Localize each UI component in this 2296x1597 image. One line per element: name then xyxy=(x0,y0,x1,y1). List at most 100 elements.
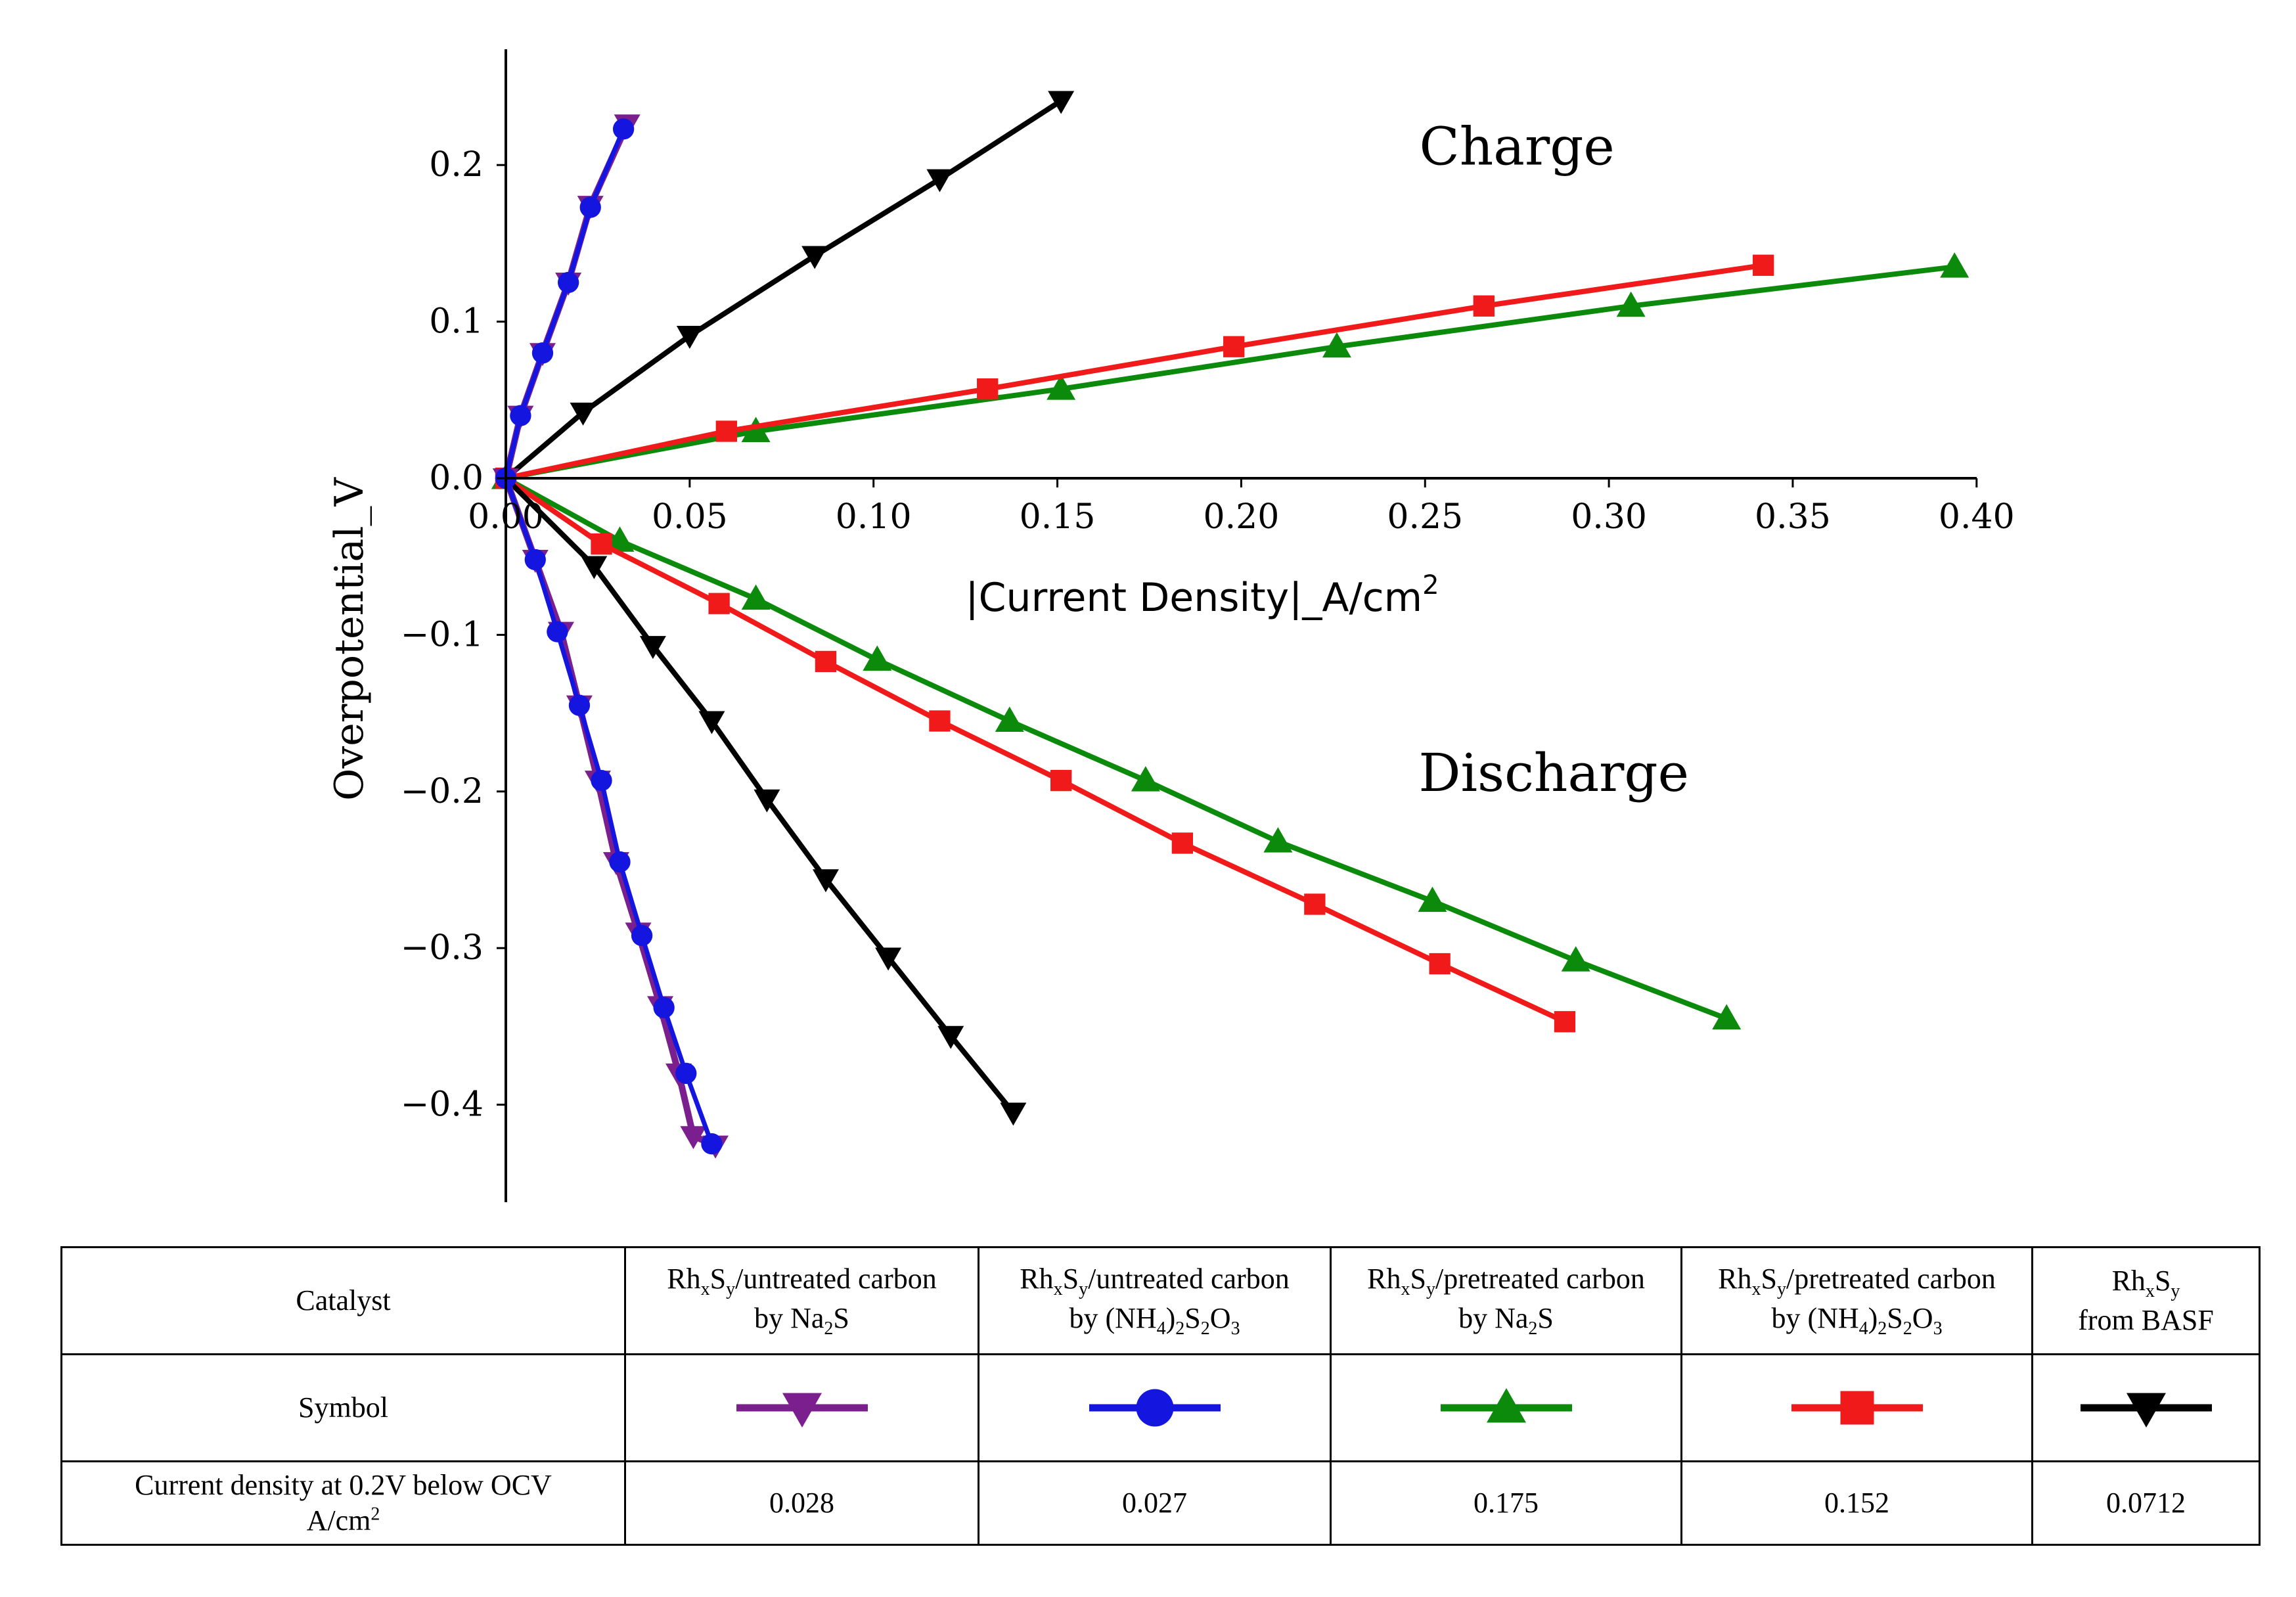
data-point xyxy=(1554,1011,1576,1033)
symbol-cell xyxy=(1330,1353,1682,1462)
legend-marker xyxy=(782,1393,822,1428)
data-point xyxy=(754,789,780,813)
data-point xyxy=(863,645,892,671)
catalyst-name-line1: RhxSy/untreated carbon xyxy=(667,1263,937,1299)
density-header-line1: Current density at 0.2V below OCV xyxy=(135,1469,552,1502)
data-point xyxy=(1000,1102,1027,1126)
x-tick-label: 0.25 xyxy=(1387,497,1463,537)
data-point xyxy=(937,1025,964,1049)
data-point xyxy=(524,549,546,571)
data-point xyxy=(591,533,612,555)
legend-marker xyxy=(2126,1393,2166,1428)
y-tick-label: −0.4 xyxy=(401,1085,484,1125)
data-point xyxy=(715,420,737,442)
data-point xyxy=(675,1062,697,1085)
data-point xyxy=(1561,946,1590,972)
catalyst-summary-table: Catalyst RhxSy/untreated carbon by Na2S R… xyxy=(60,1246,2261,1546)
data-point xyxy=(1223,336,1245,357)
catalyst-name-line1: RhxSy/pretreated carbon xyxy=(1367,1263,1645,1299)
overpotential-chart: 0.00 0.05 0.10 0.15 0.20 0.25 0.30 0.35 0.40 0.2 0… xyxy=(326,49,2015,1202)
x-tick-label: 0.10 xyxy=(836,497,912,537)
data-point xyxy=(1050,769,1072,792)
data-point xyxy=(708,593,730,614)
x-tick-label: 0.40 xyxy=(1939,497,2015,537)
catalyst-name-cell: RhxSy from BASF xyxy=(2031,1246,2261,1355)
data-point xyxy=(1940,252,1970,278)
data-point xyxy=(631,924,653,947)
catalyst-name-cell: RhxSy/untreated carbon by (NH4)2S2O3 xyxy=(978,1246,1332,1355)
y-tick-label: 0.1 xyxy=(429,302,484,342)
charge-annotation: Charge xyxy=(1420,116,1615,177)
catalyst-header-cell: Catalyst xyxy=(60,1246,626,1355)
legend-symbol xyxy=(2080,1393,2212,1428)
density-value-cell: 0.027 xyxy=(978,1460,1332,1546)
series-1 xyxy=(495,118,723,1155)
symbol-cell xyxy=(978,1353,1332,1462)
data-point xyxy=(926,169,953,192)
data-point xyxy=(591,769,612,792)
data-point xyxy=(1304,893,1326,915)
x-axis-label-main: |Current Density|_A/cm xyxy=(965,575,1422,621)
data-point xyxy=(1473,295,1495,317)
series-line-charge xyxy=(503,128,626,479)
symbol-header-cell: Symbol xyxy=(60,1353,626,1462)
data-point xyxy=(639,636,666,660)
legend-symbol xyxy=(1791,1391,1923,1425)
catalyst-name-cell: RhxSy/pretreated carbon by (NH4)2S2O3 xyxy=(1680,1246,2033,1355)
data-point xyxy=(568,694,591,716)
x-tick-label: 0.30 xyxy=(1571,497,1647,537)
data-point xyxy=(701,1133,723,1155)
y-tick-label: −0.1 xyxy=(401,615,484,654)
catalyst-name-cell: RhxSy/untreated carbon by Na2S xyxy=(624,1246,979,1355)
catalyst-name-line1: RhxSy/pretreated carbon xyxy=(1718,1263,1996,1299)
catalyst-name-line2: by (NH4)2S2O3 xyxy=(1069,1302,1240,1339)
data-point xyxy=(801,246,828,269)
data-point xyxy=(1322,332,1351,358)
legend-symbol xyxy=(1440,1388,1572,1423)
series-line-discharge xyxy=(503,477,714,1145)
series-3 xyxy=(495,254,1774,1033)
catalyst-name-line2: by Na2S xyxy=(1458,1302,1554,1339)
catalyst-name-line1: RhxSy/untreated carbon xyxy=(1020,1263,1290,1299)
data-point xyxy=(1048,91,1075,114)
data-point xyxy=(680,1126,707,1150)
data-point xyxy=(698,711,725,734)
y-axis-label: Overpotential_V xyxy=(326,477,372,801)
x-axis-label-sup: 2 xyxy=(1422,570,1439,600)
y-tick-label: 0.0 xyxy=(429,459,484,498)
data-point xyxy=(570,402,597,426)
density-header-line2: A/cm xyxy=(306,1504,371,1537)
density-value-cell: 0.152 xyxy=(1680,1460,2033,1546)
density-header-sup: 2 xyxy=(371,1504,380,1525)
legend-marker xyxy=(1840,1391,1874,1425)
density-header-cell: Current density at 0.2V below OCV A/cm2 xyxy=(60,1460,626,1546)
series-line-charge xyxy=(505,262,1764,481)
x-axis-label: |Current Density|_A/cm2 xyxy=(965,570,1439,621)
density-value-cell: 0.0712 xyxy=(2031,1460,2261,1546)
data-point xyxy=(741,584,771,610)
x-tick-label: 0.15 xyxy=(1020,497,1096,537)
axes-layer xyxy=(505,49,1977,1202)
series-line-discharge xyxy=(505,476,1728,1022)
data-point xyxy=(815,650,837,673)
data-point xyxy=(1047,374,1076,400)
series-line-charge xyxy=(505,264,1955,481)
data-point xyxy=(531,342,554,364)
data-point xyxy=(612,118,635,140)
data-point xyxy=(676,326,703,349)
density-value-cell: 0.028 xyxy=(624,1460,979,1546)
data-point xyxy=(557,271,579,294)
table-row-symbol: Symbol xyxy=(60,1353,2261,1462)
table-row-density: Current density at 0.2V below OCV A/cm2 … xyxy=(60,1460,2261,1546)
y-tick-label: 0.2 xyxy=(429,145,484,185)
y-tick-label: −0.2 xyxy=(401,772,484,811)
series-0 xyxy=(493,114,729,1159)
data-point xyxy=(1131,766,1160,792)
x-tick-label: 0.00 xyxy=(468,497,544,537)
data-point xyxy=(1171,832,1193,854)
data-point xyxy=(977,378,999,400)
data-point xyxy=(579,196,601,218)
data-point xyxy=(1429,953,1451,975)
data-point xyxy=(741,416,771,442)
legend-symbol xyxy=(736,1393,868,1428)
